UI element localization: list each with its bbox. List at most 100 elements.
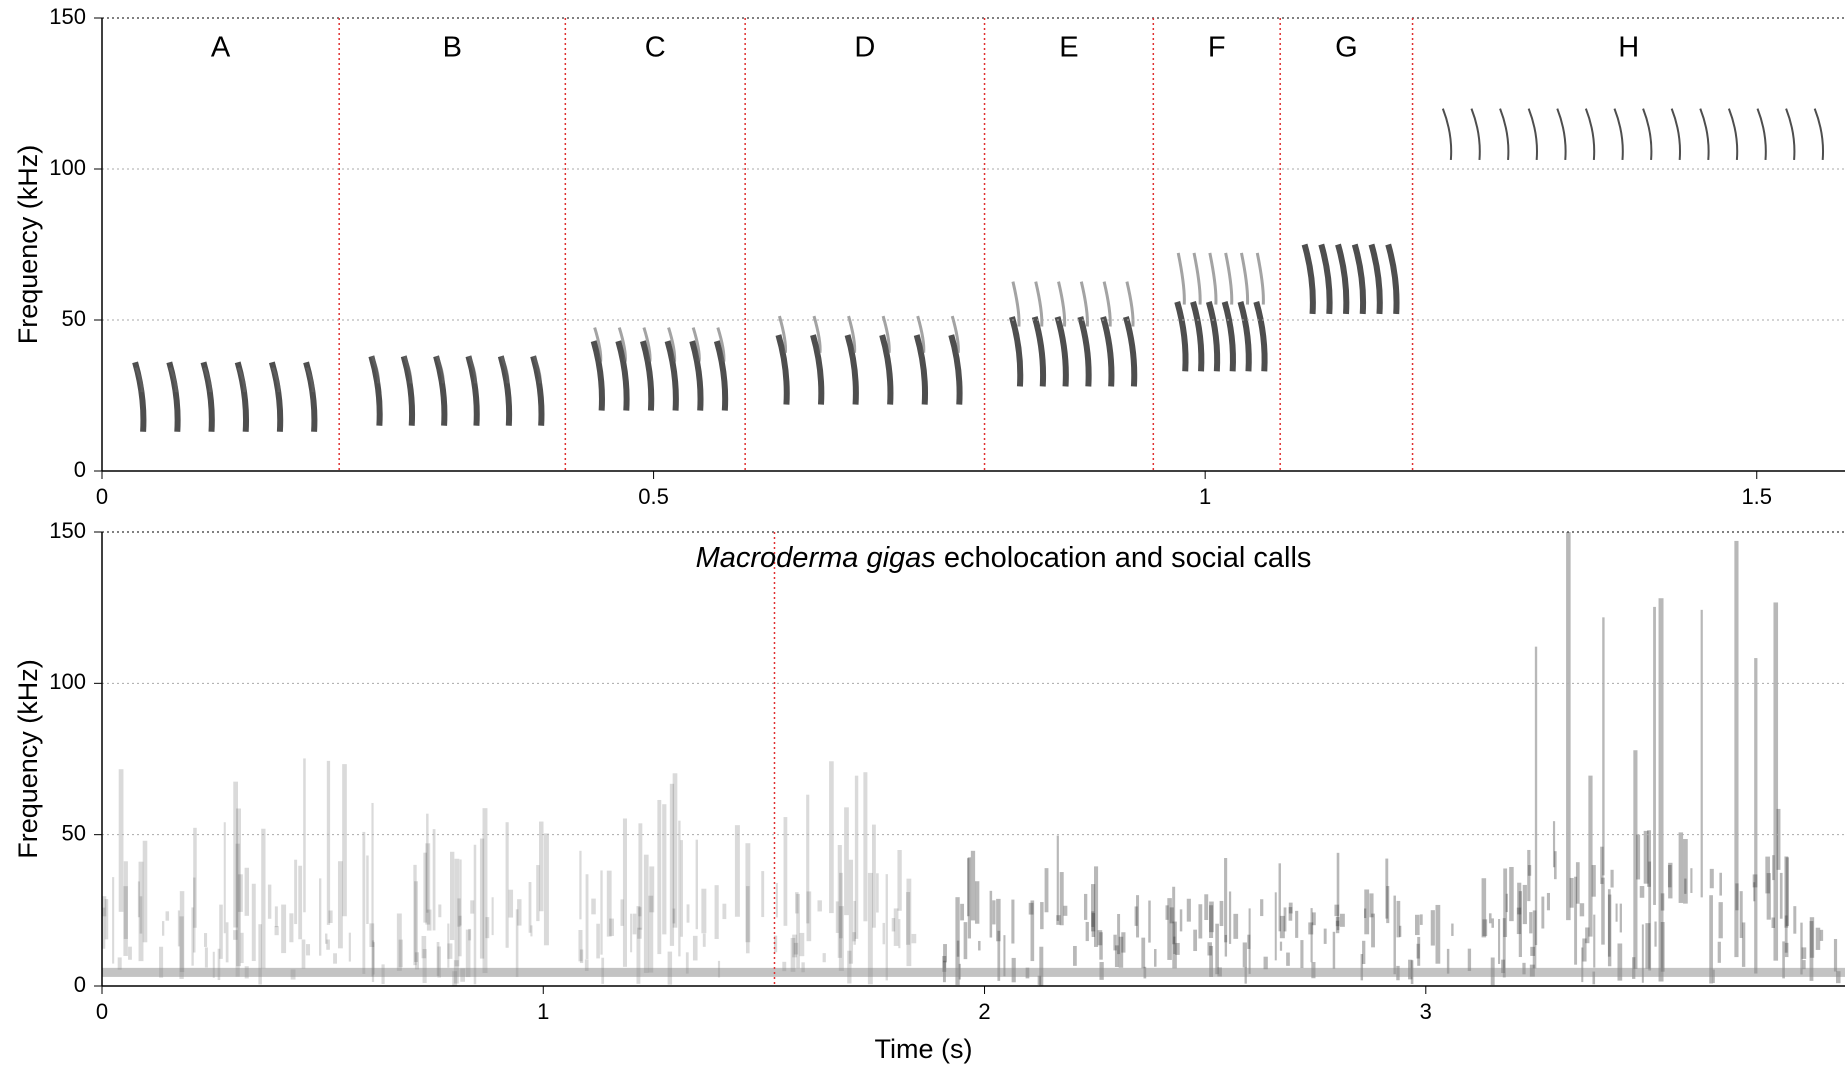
noise — [1288, 907, 1293, 921]
call — [810, 334, 825, 405]
noise — [274, 926, 279, 936]
noise — [1678, 832, 1684, 903]
noise — [362, 831, 366, 974]
section-label: F — [1208, 32, 1226, 64]
noise — [1575, 862, 1580, 904]
call — [590, 340, 605, 411]
y-tick-label: 50 — [62, 820, 86, 845]
noise — [235, 843, 240, 977]
noise — [1085, 921, 1089, 942]
noise — [423, 852, 427, 923]
noise — [1310, 908, 1313, 963]
noise — [1288, 902, 1293, 914]
x-tick-label: 0 — [96, 999, 108, 1024]
noise — [989, 890, 993, 938]
noise — [165, 911, 170, 921]
spectrogram-texture — [102, 532, 1845, 986]
call — [1385, 243, 1400, 315]
title-text: echolocation and social calls — [944, 542, 1312, 574]
noise — [454, 858, 460, 967]
noise — [585, 874, 589, 960]
section-label: A — [211, 32, 231, 64]
call — [1318, 243, 1333, 315]
noise — [251, 883, 256, 962]
noise — [1278, 863, 1281, 932]
noise — [426, 813, 429, 913]
harmonic — [305, 367, 315, 393]
noise — [579, 949, 584, 964]
noise — [620, 899, 624, 926]
noise — [1121, 932, 1126, 953]
noise — [1300, 940, 1304, 968]
noise — [1248, 908, 1251, 974]
noise — [745, 886, 750, 954]
noise — [1204, 894, 1209, 921]
noise — [906, 878, 912, 967]
noise — [1546, 892, 1551, 911]
noise — [225, 922, 229, 963]
call — [615, 340, 630, 411]
noise — [1815, 927, 1821, 950]
noise — [139, 896, 143, 934]
noise — [326, 939, 330, 950]
y-tick-label: 0 — [74, 457, 86, 482]
noise — [1645, 923, 1651, 969]
noise — [1363, 908, 1367, 919]
noise — [294, 859, 298, 925]
noise — [1056, 835, 1059, 921]
noise — [1209, 905, 1214, 939]
noise — [745, 843, 751, 943]
noise — [1530, 946, 1536, 956]
noise — [960, 903, 965, 921]
y-tick-label: 150 — [49, 4, 86, 29]
noise — [1643, 830, 1649, 884]
noise — [1263, 956, 1268, 970]
noise — [1779, 872, 1783, 919]
noise — [447, 923, 450, 968]
noise — [1739, 891, 1743, 938]
noise — [1336, 852, 1340, 931]
noise — [1215, 923, 1219, 975]
noise — [123, 886, 128, 956]
call — [948, 334, 963, 405]
noise — [281, 904, 287, 954]
noise — [413, 864, 417, 966]
call — [1699, 108, 1710, 161]
noise — [1639, 886, 1645, 898]
noise — [1517, 882, 1522, 915]
harmonic — [1102, 281, 1112, 327]
noise — [306, 944, 311, 956]
noise — [137, 881, 140, 918]
noise — [236, 808, 241, 967]
noise — [1785, 857, 1789, 926]
noise — [782, 961, 787, 972]
noise — [792, 934, 798, 958]
noise — [967, 858, 970, 917]
noise — [1308, 922, 1314, 935]
call — [713, 340, 729, 411]
call — [1077, 316, 1092, 387]
noise — [1059, 872, 1064, 926]
call — [497, 355, 513, 426]
noise — [817, 900, 822, 912]
call — [1221, 301, 1236, 372]
noise — [1765, 856, 1770, 894]
noise — [1083, 893, 1088, 920]
noise — [1809, 917, 1815, 958]
noise — [1700, 609, 1703, 898]
noise — [1028, 902, 1034, 915]
noise — [1773, 602, 1779, 961]
noise — [1772, 855, 1775, 881]
harmonic — [1176, 252, 1186, 305]
noise — [1771, 917, 1775, 928]
noise — [1417, 936, 1421, 966]
noise — [1385, 858, 1389, 919]
noise — [796, 893, 800, 969]
noise — [1396, 900, 1401, 938]
noise — [142, 840, 148, 943]
section-label: D — [854, 32, 875, 64]
noise — [179, 916, 184, 979]
noise — [1099, 932, 1103, 960]
noise — [1784, 942, 1789, 958]
